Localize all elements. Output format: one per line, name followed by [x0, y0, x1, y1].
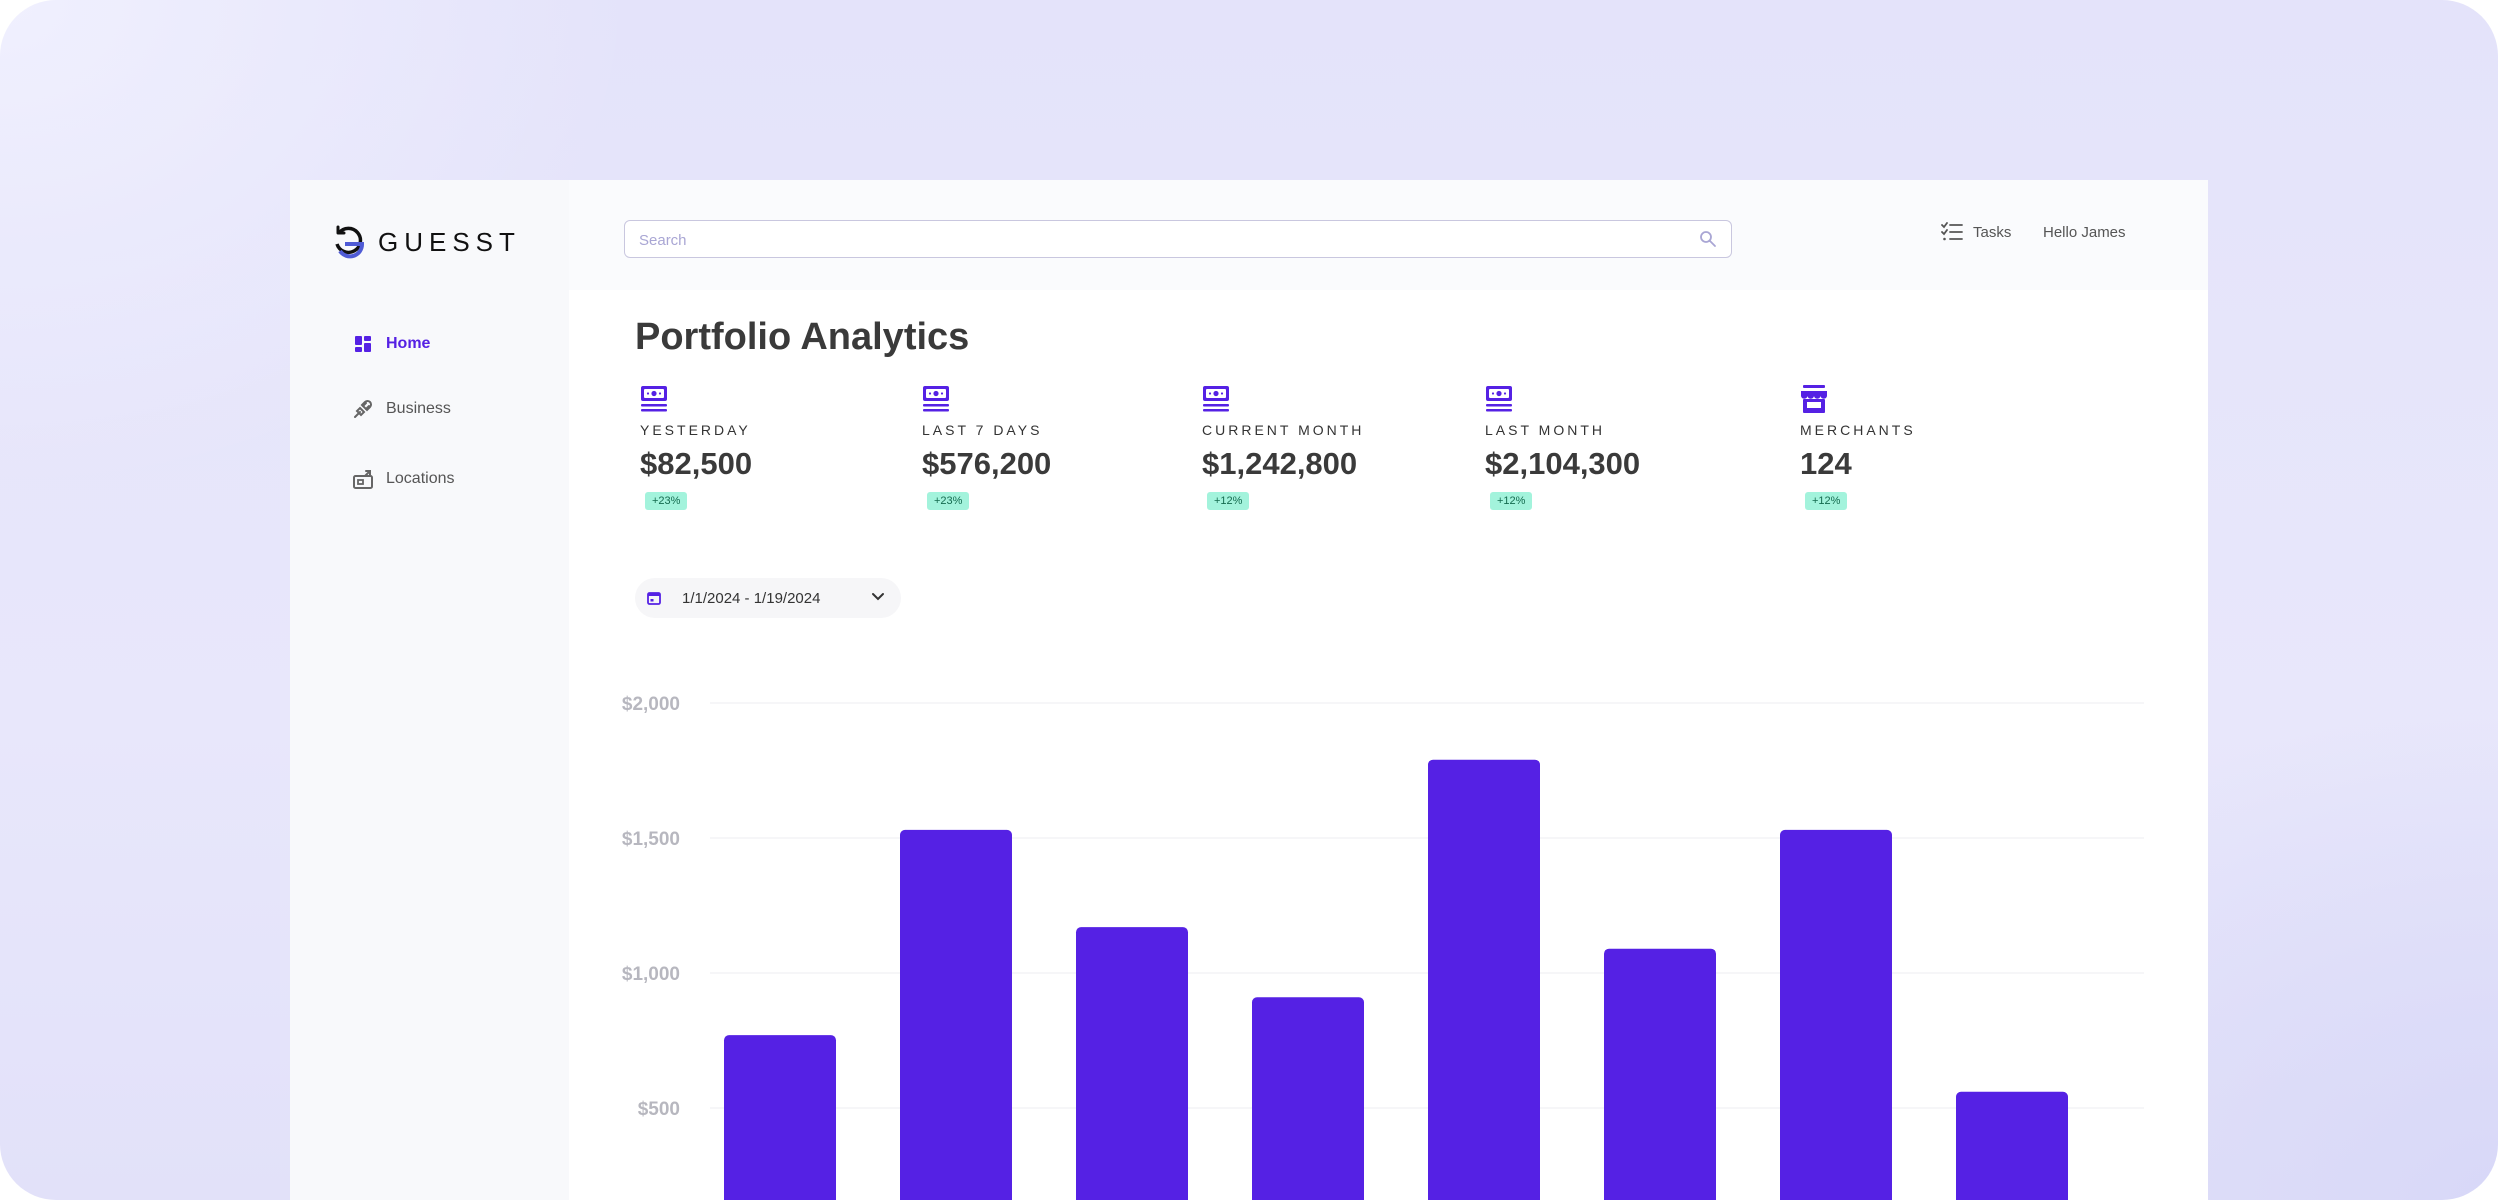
- stat-label: LAST MONTH: [1485, 422, 1605, 438]
- cash-icon: [640, 384, 752, 414]
- sidebar-item-label: Locations: [386, 470, 455, 487]
- change-badge: +12%: [1805, 492, 1848, 510]
- chart-bar[interactable]: [724, 1035, 836, 1200]
- plug-icon: [352, 398, 374, 420]
- search-icon[interactable]: [1699, 230, 1717, 248]
- chart-bar[interactable]: [1956, 1091, 2068, 1200]
- stat-value: $576,200: [922, 446, 1052, 481]
- sidebar-item-label: Home: [386, 335, 431, 352]
- change-badge: +23%: [927, 492, 970, 510]
- y-tick-label: $500: [638, 1099, 680, 1120]
- dashboard-icon: [352, 333, 374, 355]
- logo-text: GUESST: [378, 226, 521, 257]
- stat-label: MERCHANTS: [1800, 422, 1916, 438]
- chart-bar[interactable]: [900, 829, 1012, 1200]
- user-greeting[interactable]: Hello James: [2043, 224, 2126, 241]
- storefront-icon: [1800, 384, 1916, 414]
- y-tick-label: $1,000: [622, 964, 680, 985]
- checklist-icon: [1941, 222, 1963, 241]
- search-box[interactable]: [624, 220, 1732, 259]
- stat-value: 124: [1800, 446, 1852, 481]
- stat-card-merchants: MERCHANTS 124 +12%: [1800, 384, 1916, 510]
- chart-bar[interactable]: [1780, 829, 1892, 1200]
- main-area: Tasks Hello James Portfolio Analytics: [569, 180, 2208, 1200]
- chart-bar[interactable]: [1428, 759, 1540, 1200]
- logo[interactable]: GUESST: [332, 224, 521, 260]
- change-badge: +12%: [1207, 492, 1250, 510]
- logo-mark-icon: [335, 225, 365, 259]
- change-badge: +12%: [1490, 492, 1533, 510]
- stat-label: CURRENT MONTH: [1202, 422, 1365, 438]
- sidebar-item-locations[interactable]: Locations: [352, 468, 455, 490]
- chart-bar[interactable]: [1252, 997, 1364, 1200]
- sidebar-item-business[interactable]: Business: [352, 398, 451, 420]
- sidebar-item-label: Business: [386, 400, 451, 417]
- page-title: Portfolio Analytics: [635, 316, 970, 358]
- cash-icon: [1202, 384, 1364, 414]
- change-badge: +23%: [645, 492, 688, 510]
- revenue-bar-chart: $2,000 $1,500 $1,000 $500: [622, 694, 2144, 1200]
- cash-icon: [1485, 384, 1640, 414]
- date-range-value: 1/1/2024 - 1/19/2024: [682, 590, 821, 607]
- y-tick-label: $2,000: [622, 694, 680, 715]
- chart-bar[interactable]: [1076, 927, 1188, 1200]
- stat-value: $2,104,300: [1485, 446, 1641, 481]
- chevron-down-icon[interactable]: [871, 592, 885, 602]
- sidebar: GUESST Home Bu: [290, 180, 569, 1200]
- app-window: GUESST Home Bu: [290, 180, 2208, 1200]
- cash-icon: [922, 384, 1051, 414]
- content-panel: Portfolio Analytics YESTERDAY $82,500: [604, 290, 2174, 1200]
- stat-card-current-month: CURRENT MONTH $1,242,800 +12%: [1202, 384, 1364, 510]
- store-icon: [352, 468, 374, 490]
- calendar-icon: [647, 592, 661, 605]
- search-input[interactable]: [637, 221, 1681, 259]
- stat-value: $82,500: [640, 446, 753, 481]
- stat-label: LAST 7 DAYS: [922, 422, 1043, 438]
- chart-bar[interactable]: [1604, 948, 1716, 1200]
- tasks-button[interactable]: Tasks: [1941, 222, 2011, 242]
- stat-card-last-7-days: LAST 7 DAYS $576,200 +23%: [922, 384, 1051, 510]
- stat-value: $1,242,800: [1202, 446, 1358, 481]
- top-bar: Tasks Hello James: [569, 180, 2208, 290]
- stat-label: YESTERDAY: [640, 422, 751, 438]
- stat-card-last-month: LAST MONTH $2,104,300 +12%: [1485, 384, 1640, 510]
- tasks-label: Tasks: [1973, 223, 2012, 241]
- date-range-picker[interactable]: 1/1/2024 - 1/19/2024: [635, 578, 901, 618]
- y-tick-label: $1,500: [622, 829, 680, 850]
- stat-card-yesterday: YESTERDAY $82,500 +23%: [640, 384, 752, 510]
- sidebar-item-home[interactable]: Home: [352, 333, 430, 355]
